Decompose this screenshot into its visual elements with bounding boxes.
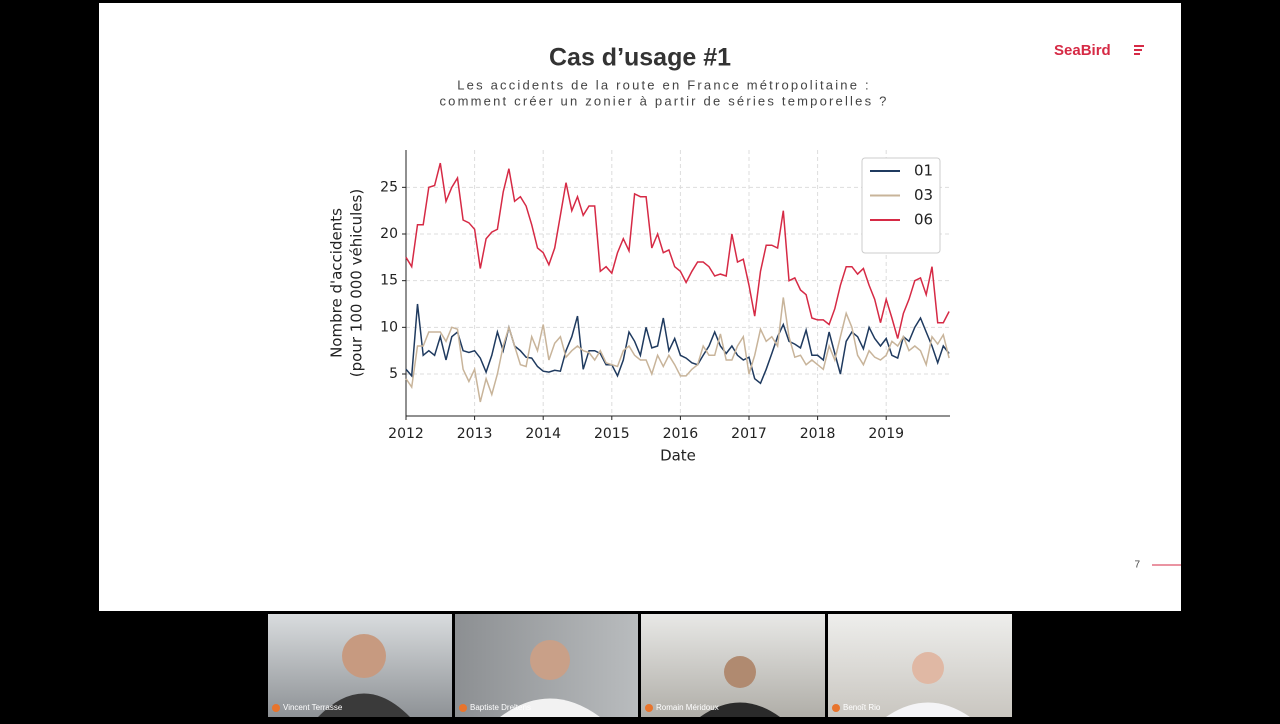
x-axis-label: Date [660, 447, 696, 465]
y-tick-label: 25 [380, 179, 398, 195]
x-tick-label: 2017 [731, 426, 767, 442]
name-icon [832, 704, 840, 712]
participant-name: Romain Méridoux [656, 703, 719, 712]
y-axis-label: (pour 100 000 véhicules) [348, 189, 366, 377]
silhouettes [318, 634, 970, 717]
legend-label: 06 [914, 211, 933, 229]
x-tick-label: 2018 [800, 426, 836, 442]
slide-subtitle: comment créer un zonier à partir de séri… [439, 93, 888, 108]
participant-name: Benoît Rio [843, 703, 881, 712]
chart: 5 10 15 20 25 2012 2013 2014 2015 2016 2017 2018 201… [328, 150, 950, 465]
slide-subtitle: Les accidents de la route en France métr… [457, 77, 871, 92]
x-tick-label: 2014 [525, 426, 561, 442]
x-tick-label: 2012 [388, 426, 424, 442]
name-icon [645, 704, 653, 712]
series-line [405, 303, 950, 385]
y-tick-label: 20 [380, 226, 398, 242]
logo-mark [1134, 45, 1144, 55]
participant-name: Baptiste Dreltens [470, 703, 531, 712]
y-axis-label: Nombre d'accidents [328, 208, 346, 358]
series-line [405, 162, 950, 339]
name-icon [459, 704, 467, 712]
legend-label: 01 [914, 162, 933, 180]
series-line [405, 297, 950, 403]
slide [99, 3, 1181, 611]
x-tick-label: 2019 [868, 426, 904, 442]
x-tick-label: 2013 [457, 426, 493, 442]
x-tick-label: 2015 [594, 426, 630, 442]
participant-name: Vincent Terrasse [283, 703, 343, 712]
video-tiles: Vincent Terrasse Baptiste Dreltens Romain … [268, 614, 1012, 717]
y-tick-label: 10 [380, 319, 398, 335]
logo: SeaBird [1054, 42, 1111, 59]
legend-label: 03 [914, 186, 933, 204]
page-number: 7 [1134, 560, 1140, 571]
y-tick-label: 15 [380, 273, 398, 289]
x-tick-label: 2016 [663, 426, 699, 442]
y-tick-label: 5 [389, 366, 398, 382]
legend-box [861, 157, 941, 254]
slide-title: Cas d’usage #1 [549, 44, 731, 72]
name-icon [272, 704, 280, 712]
